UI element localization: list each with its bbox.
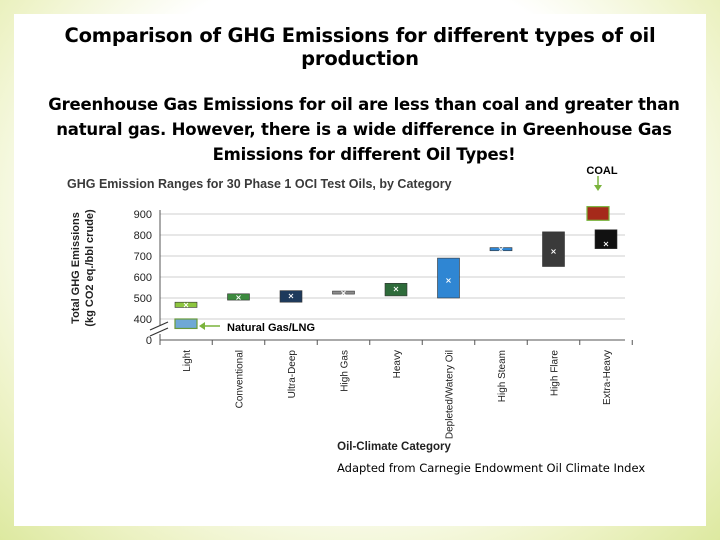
- mean-marker: ×: [550, 247, 557, 256]
- coal-arrow-head: [594, 185, 602, 191]
- range-bar-light: [174, 301, 198, 308]
- y-tick-label: 900: [134, 209, 152, 221]
- natural-gas-label: Natural Gas/LNG: [227, 322, 315, 334]
- y-tick-label: 0: [146, 335, 152, 347]
- slide-title: Comparison of GHG Emissions for differen…: [64, 24, 656, 70]
- slide: Comparison of GHG Emissions for differen…: [14, 14, 706, 526]
- x-category-label: Depleted/Watery Oil: [445, 350, 456, 439]
- x-category-label: High Steam: [497, 350, 508, 402]
- mean-marker: ×: [183, 301, 190, 310]
- y-tick-label: 700: [134, 251, 152, 263]
- chart-title: GHG Emission Ranges for 30 Phase 1 OCI T…: [67, 177, 452, 191]
- y-axis-label: Total GHG Emissions (kg CO2 eq./bbl crude…: [70, 209, 96, 327]
- mean-marker: ×: [393, 285, 400, 294]
- coal-label: COAL: [586, 165, 617, 177]
- x-category-label: Conventional: [235, 350, 246, 408]
- y-tick-label: 500: [134, 293, 152, 305]
- range-bar-high-gas: [332, 290, 355, 295]
- range-bar-ultra-deep: [279, 290, 303, 303]
- x-category-label: High Gas: [340, 350, 351, 392]
- range-bar-depleted-watery-oil: [437, 257, 460, 299]
- mean-marker: ×: [603, 239, 610, 248]
- natural-gas-box: [174, 318, 198, 330]
- y-tick-label: 800: [134, 230, 152, 242]
- range-bar-extra-heavy: [594, 229, 618, 249]
- y-tick-label: 600: [134, 272, 152, 284]
- range-bar-high-steam: [489, 247, 513, 252]
- coal-box: [586, 206, 610, 221]
- axis-break-mark: [149, 321, 169, 331]
- natural-gas-arrow-head: [199, 322, 205, 330]
- slide-subtitle: Greenhouse Gas Emissions for oil are les…: [48, 95, 680, 164]
- range-bar-conventional: [227, 293, 250, 301]
- mean-marker: ×: [235, 293, 242, 302]
- range-bar-high-flare: [542, 231, 565, 267]
- x-category-label: Heavy: [392, 350, 403, 378]
- x-category-label: Light: [182, 350, 193, 372]
- mean-marker: ×: [288, 291, 295, 300]
- axis-break-mark: [149, 327, 169, 337]
- y-tick-label: 400: [134, 314, 152, 326]
- mean-marker: ×: [445, 276, 452, 285]
- x-category-label: High Flare: [550, 350, 561, 397]
- mean-marker: ×: [340, 288, 347, 297]
- x-category-label: Ultra-Deep: [287, 350, 298, 399]
- mean-marker: ×: [498, 245, 505, 254]
- source-note: Adapted from Carnegie Endowment Oil Clim…: [337, 461, 646, 475]
- range-bar-heavy: [384, 282, 408, 297]
- x-category-label: Extra-Heavy: [602, 350, 613, 405]
- x-axis-label: Oil-Climate Category: [337, 441, 451, 453]
